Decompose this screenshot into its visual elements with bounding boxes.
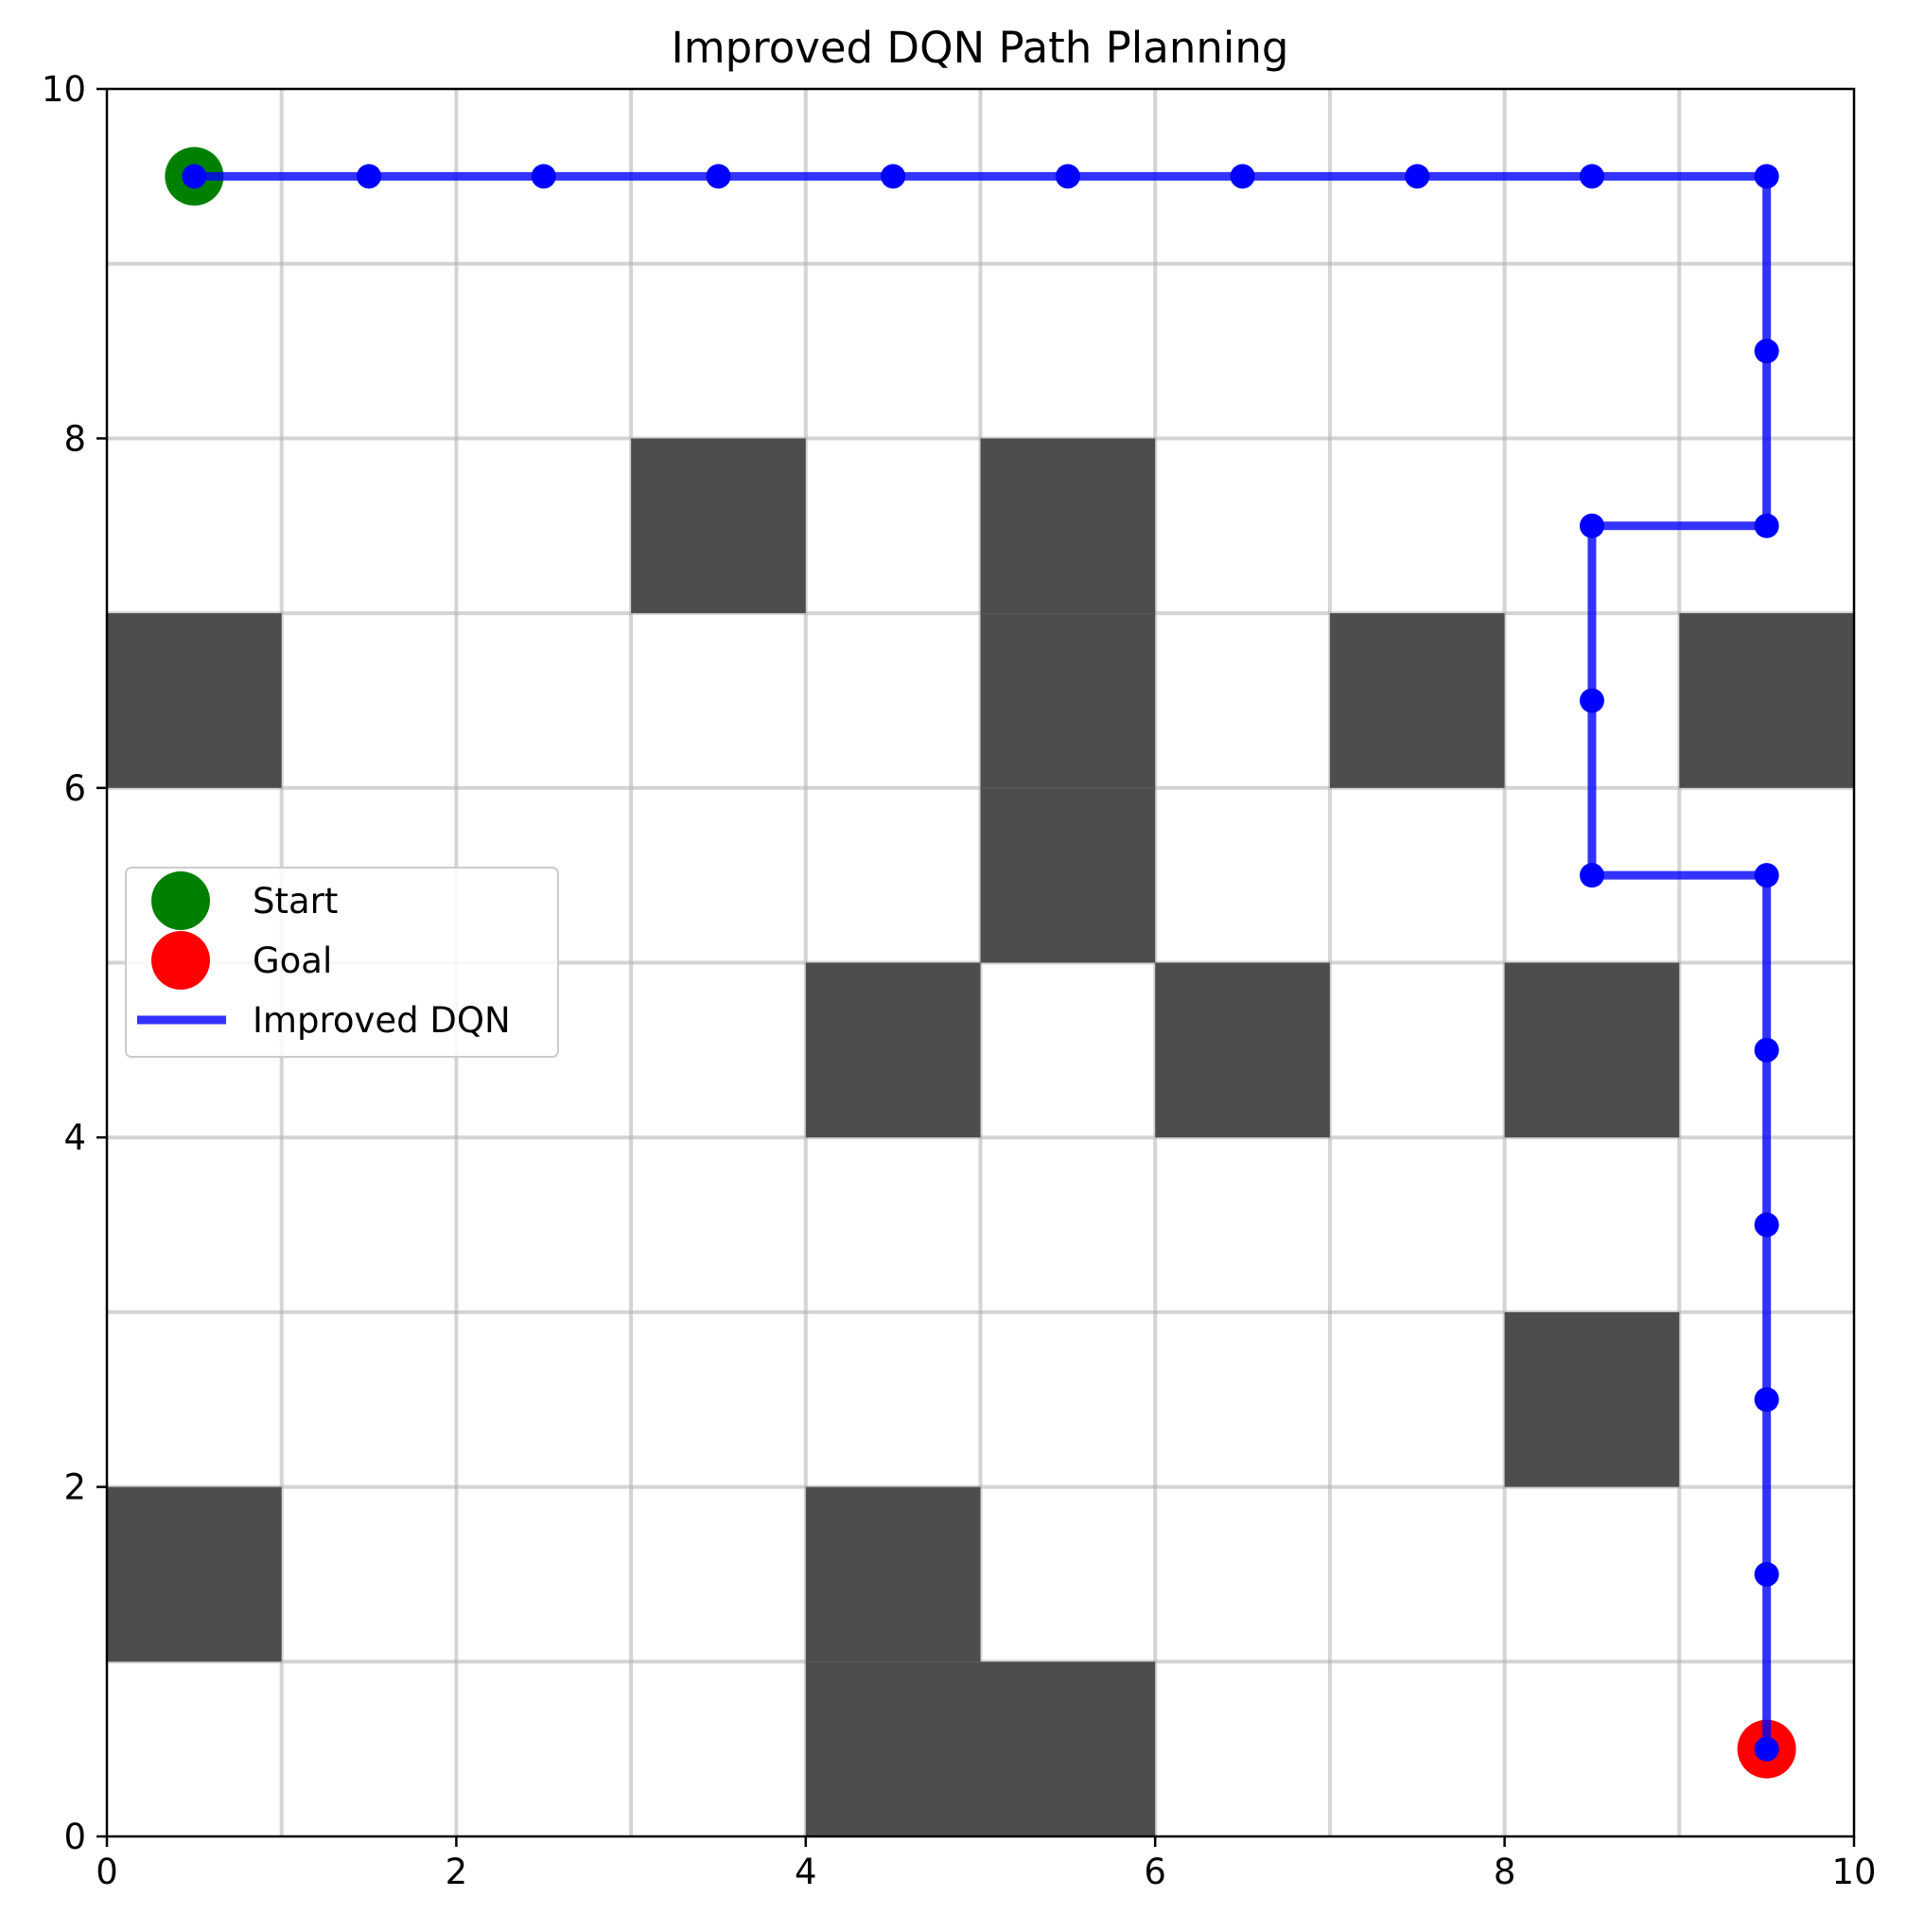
dqn-path-point	[1754, 1736, 1779, 1762]
legend-start-marker	[151, 871, 210, 930]
axis-ticks: 0 2 4 6 8 10 0 2 4 6 8 10	[42, 69, 1877, 1892]
obstacle-cell	[980, 1661, 1156, 1836]
y-tick-label: 4	[63, 1117, 86, 1158]
plot-frame	[105, 87, 1856, 1838]
obstacle-cell	[107, 1486, 282, 1662]
dqn-path-point	[1754, 1212, 1779, 1238]
dqn-path-point	[1754, 1561, 1779, 1587]
obstacle-cell	[1679, 613, 1854, 788]
obstacle-cell	[1504, 962, 1680, 1138]
dqn-path-point	[706, 164, 731, 189]
obstacle-cell	[1504, 1311, 1680, 1487]
dqn-path-point	[881, 164, 906, 189]
x-tick-label: 10	[1831, 1852, 1876, 1892]
obstacle-cell	[1329, 613, 1505, 788]
dqn-path-point	[1405, 164, 1430, 189]
dqn-path-point	[1754, 164, 1779, 189]
dqn-path-point	[531, 164, 556, 189]
x-tick-label: 6	[1144, 1852, 1166, 1892]
chart-title: Improved DQN Path Planning	[672, 23, 1289, 73]
dqn-path-point	[1579, 863, 1604, 888]
legend-start-label: Start	[253, 881, 338, 922]
dqn-path-point	[1230, 164, 1255, 189]
dqn-path-point	[1055, 164, 1080, 189]
dqn-path-point	[1579, 513, 1604, 538]
x-tick-label: 0	[96, 1852, 118, 1892]
dqn-path-point	[182, 164, 207, 189]
obstacle-cell	[631, 438, 806, 614]
dqn-path-point	[1754, 1037, 1779, 1063]
legend: Start Goal Improved DQN	[125, 867, 559, 1058]
legend-box	[125, 867, 559, 1058]
obstacle-cell	[805, 1486, 981, 1662]
dqn-path-point	[357, 164, 382, 189]
legend-dqn-label: Improved DQN	[253, 1000, 511, 1041]
y-tick-label: 2	[63, 1467, 86, 1508]
dqn-path-point	[1579, 688, 1604, 713]
obstacle-cells	[107, 438, 1854, 1836]
y-tick-label: 0	[63, 1817, 86, 1857]
obstacle-cell	[980, 613, 1156, 788]
obstacle-cell	[980, 438, 1156, 614]
x-tick-label: 4	[795, 1852, 817, 1892]
x-tick-label: 2	[446, 1852, 468, 1892]
dqn-path-point	[1754, 1387, 1779, 1413]
obstacle-cell	[805, 962, 981, 1138]
dqn-path	[182, 164, 1779, 1762]
obstacle-cell	[107, 613, 282, 788]
y-tick-label: 10	[42, 69, 86, 110]
legend-goal-label: Goal	[253, 940, 332, 981]
dqn-path-point	[1579, 164, 1604, 189]
dqn-path-point	[1754, 863, 1779, 888]
obstacle-cell	[1155, 962, 1330, 1138]
y-tick-label: 6	[63, 768, 86, 809]
x-tick-label: 8	[1494, 1852, 1516, 1892]
obstacle-cell	[980, 787, 1156, 963]
obstacle-cell	[805, 1661, 981, 1836]
dqn-path-point	[1754, 513, 1779, 538]
y-tick-label: 8	[63, 418, 86, 459]
legend-goal-marker	[151, 931, 210, 990]
dqn-path-point	[1754, 339, 1779, 364]
